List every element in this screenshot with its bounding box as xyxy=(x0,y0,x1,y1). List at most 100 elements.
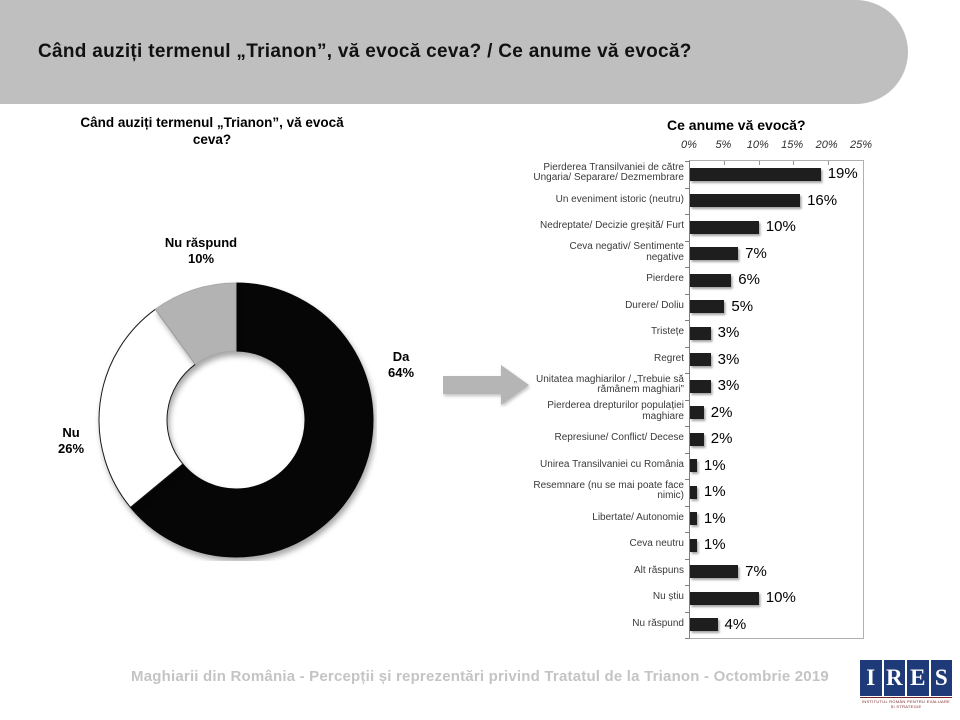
y-axis-tick xyxy=(685,453,689,454)
y-axis-tick xyxy=(685,320,689,321)
x-axis-tick-label: 25% xyxy=(849,139,873,151)
bar xyxy=(690,591,759,605)
pie-label-da: Da 64% xyxy=(368,349,434,381)
bar-category-label: Tristețe xyxy=(651,326,684,337)
y-axis-tick xyxy=(685,188,689,189)
bar xyxy=(690,565,739,579)
bar-value-label: 1% xyxy=(703,456,726,474)
donut-slice-nu xyxy=(98,308,197,509)
pie-label-nu-pct: 26% xyxy=(57,441,85,456)
x-axis-tick xyxy=(724,161,726,165)
bar xyxy=(690,353,711,367)
bar-category-label: Unitatea maghiarilor / „Trebuie să rămân… xyxy=(535,373,684,396)
bar-chart-plot: 19% 16% 10% 7% 6% 5% 3% 3% 3% 2% 2% 1% 1% 1% 1% 7% 10% 4% xyxy=(685,160,864,639)
x-axis-tick xyxy=(793,161,795,165)
x-axis-tick-label: 15% xyxy=(781,139,804,151)
ires-logo: I R E S Institutul Român pentru Evaluare… xyxy=(860,660,952,709)
bar-value-label: 2% xyxy=(710,430,733,448)
x-axis-tick xyxy=(827,161,829,165)
bar-value-label: 1% xyxy=(703,536,726,554)
ires-logo-tagline: Institutul Român pentru Evaluare și Stra… xyxy=(860,697,952,709)
y-axis-tick xyxy=(685,585,689,586)
pie-chart-title: Când auziți termenul „Trianon”, vă evocă… xyxy=(80,115,344,147)
ires-logo-letter-r: R xyxy=(883,660,905,696)
header-banner: Când auziți termenul „Trianon”, vă evocă… xyxy=(0,0,908,104)
bar-chart-title: Ce anume vă evocă? xyxy=(667,117,806,133)
bar xyxy=(690,618,718,632)
bar-value-label: 3% xyxy=(717,350,740,368)
bar xyxy=(690,220,759,234)
bar-value-label: 7% xyxy=(745,562,767,580)
bar-value-label: 3% xyxy=(717,377,740,395)
y-axis-tick xyxy=(685,267,689,268)
bar-category-label: Nu răspund xyxy=(632,617,684,629)
y-axis-tick xyxy=(685,373,689,374)
bar-category-label: Ceva neutru xyxy=(629,538,684,549)
pie-label-nu-raspund: Nu răspund 10% xyxy=(131,235,271,267)
y-axis-tick xyxy=(685,559,689,560)
bar xyxy=(690,512,697,526)
bar-category-label: Nu știu xyxy=(652,591,684,602)
bar-value-label: 4% xyxy=(724,615,747,633)
bar xyxy=(690,432,704,446)
bar-value-label: 6% xyxy=(738,271,760,289)
x-axis-tick xyxy=(758,161,760,165)
bar-value-label: 5% xyxy=(731,297,754,315)
bar xyxy=(690,300,725,314)
x-axis-tick-label: 5% xyxy=(715,139,732,151)
y-axis-tick xyxy=(685,294,689,295)
bar-value-label: 19% xyxy=(827,165,858,183)
ires-logo-letter-s: S xyxy=(930,660,952,696)
bar-category-label: Regret xyxy=(653,352,684,364)
y-axis-tick xyxy=(685,347,689,348)
bar-category-labels: Pierderea Transilvaniei de către Ungaria… xyxy=(498,160,684,637)
bar-category-label: Unirea Transilvaniei cu România xyxy=(540,458,684,470)
x-axis-tick-label: 20% xyxy=(815,139,838,151)
pie-label-nu-raspund-text: Nu răspund xyxy=(164,235,238,250)
bar xyxy=(690,485,697,499)
pie-label-nu-text: Nu xyxy=(62,425,80,440)
y-axis-tick xyxy=(685,214,689,215)
y-axis-tick xyxy=(685,241,689,242)
bar-category-label: Pierderea drepturilor populației maghiar… xyxy=(547,400,684,422)
y-axis-tick xyxy=(685,532,689,533)
bar-value-label: 10% xyxy=(765,589,796,607)
bar xyxy=(690,247,739,261)
y-axis-tick xyxy=(685,612,689,613)
bar-value-label: 7% xyxy=(745,244,767,262)
bar-category-label: Un eveniment istoric (neutru) xyxy=(555,193,684,205)
bar xyxy=(690,538,697,552)
pie-label-nu-raspund-pct: 10% xyxy=(187,251,215,266)
donut-slice-nu-r-spund xyxy=(154,282,237,365)
right-arrow-icon xyxy=(443,365,529,405)
pie-label-nu: Nu 26% xyxy=(38,425,104,457)
y-axis-tick xyxy=(685,426,689,427)
ires-logo-letter-i: I xyxy=(860,660,882,696)
bar-category-label: Durere/ Doliu xyxy=(625,299,684,311)
bar-value-label: 3% xyxy=(717,324,740,342)
y-axis-tick xyxy=(685,479,689,480)
bar xyxy=(690,326,711,340)
donut-slice-da xyxy=(129,282,374,558)
bar-value-label: 16% xyxy=(807,191,838,209)
bar xyxy=(690,406,704,420)
bar-value-label: 2% xyxy=(710,403,733,421)
y-axis-tick xyxy=(685,400,689,401)
bar-value-label: 1% xyxy=(703,509,726,527)
y-axis-tick xyxy=(685,161,689,162)
bar-category-label: Pierdere xyxy=(646,273,684,284)
bar-category-label: Resemnare (nu se mai poate face nimic) xyxy=(533,479,684,502)
bar-value-label: 10% xyxy=(765,218,796,236)
bar-category-label: Represiune/ Conflict/ Decese xyxy=(554,432,684,443)
ires-logo-letters: I R E S xyxy=(860,660,952,696)
bar xyxy=(690,459,697,473)
bar xyxy=(690,194,801,208)
bar-category-label: Ceva negativ/ Sentimente negative xyxy=(569,241,684,263)
bar-value-label: 1% xyxy=(703,483,726,501)
bar-category-label: Nedreptate/ Decizie greșită/ Furt xyxy=(540,220,684,231)
bar xyxy=(690,379,711,393)
pie-label-da-text: Da xyxy=(392,349,410,364)
y-axis-tick xyxy=(685,506,689,507)
bar-category-label: Pierderea Transilvaniei de către Ungaria… xyxy=(533,161,684,184)
